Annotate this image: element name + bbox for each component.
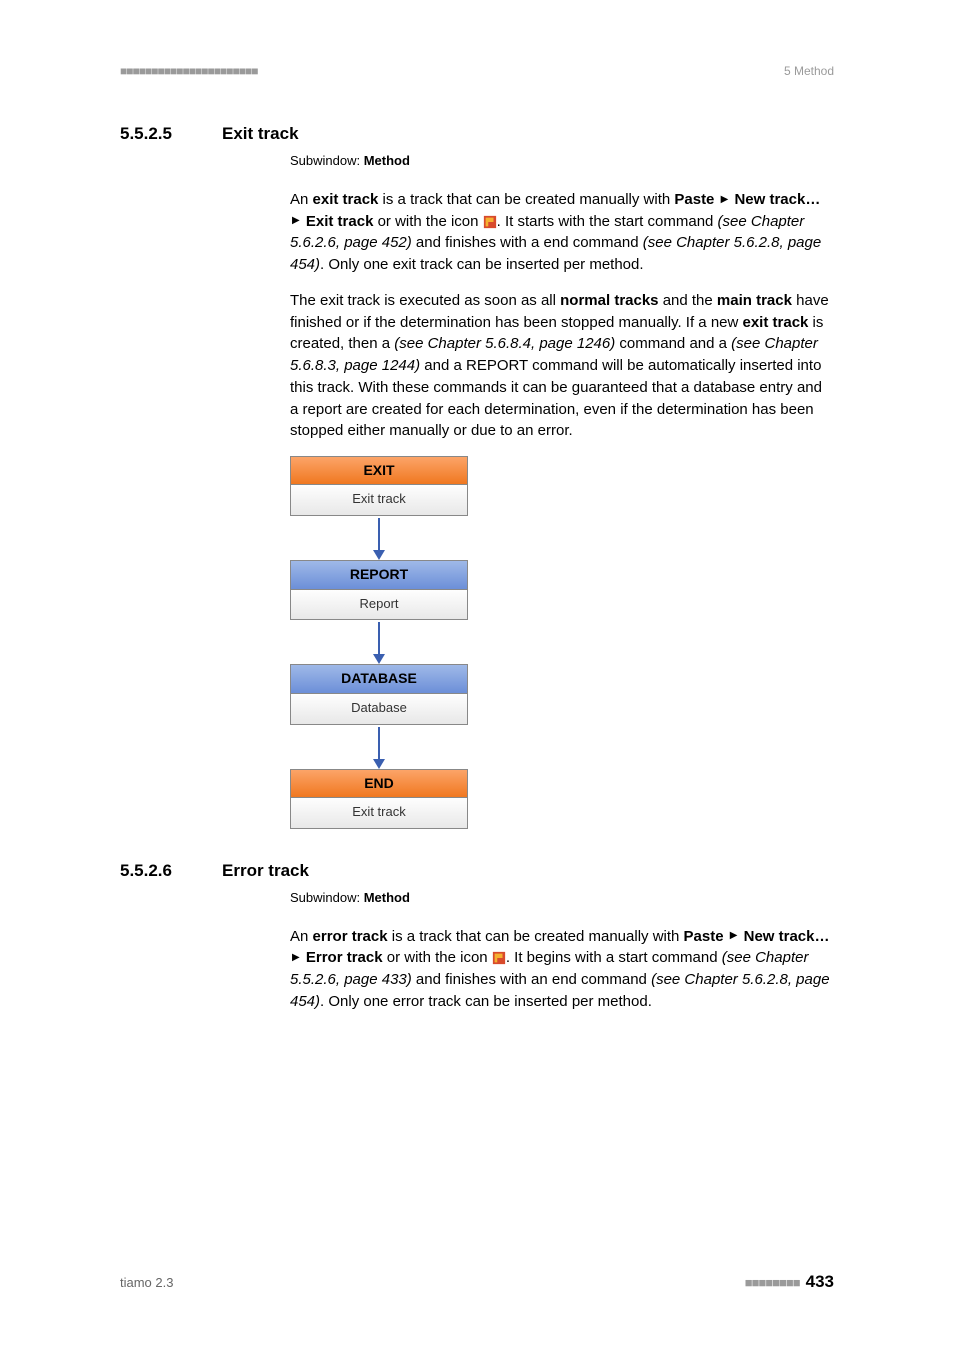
footer-dots: ■■■■■■■■ [745,1275,800,1290]
subwindow-val-b: Method [364,890,410,905]
subwindow-prefix-b: Subwindow: [290,890,364,905]
section-num-a: 5.5.2.5 [120,124,222,144]
text: and the [659,292,717,309]
text-bold: Paste [674,191,714,208]
subwindow-b: Subwindow: Method [290,889,834,908]
error-track-icon [492,951,506,965]
flow-head: EXIT [291,457,467,485]
subwindow-val-a: Method [364,153,410,168]
text: . It starts with the start command [497,213,718,230]
flow-body: Report [291,590,467,620]
flow-head: DATABASE [291,665,467,693]
chevron-right-icon: ▶ [721,193,729,208]
text-bold: exit track [743,314,809,331]
text: . It begins with a start command [506,949,722,966]
flow-box-end: END Exit track [290,769,468,829]
section-title-b: Error track [222,861,309,881]
flow-head: END [291,770,467,798]
flow-head: REPORT [291,561,467,589]
text: command and a [615,335,731,352]
text-bold: Exit track [306,213,374,230]
section-title-a: Exit track [222,124,299,144]
flow-body: Exit track [291,485,467,515]
text-bold: exit track [313,191,379,208]
flow-body: Exit track [291,798,467,828]
page-footer: tiamo 2.3 ■■■■■■■■ 433 [120,1272,834,1292]
text: and finishes with a end command [412,234,643,251]
flow-box-report: REPORT Report [290,560,468,620]
text-bold: main track [717,292,792,309]
exit-track-icon [483,215,497,229]
text: . Only one error track can be inserted p… [320,993,652,1010]
subwindow-prefix-a: Subwindow: [290,153,364,168]
flow-arrow [290,516,468,560]
text: or with the icon [383,949,492,966]
text: is a track that can be created manually … [388,928,684,945]
text: An [290,191,313,208]
chevron-right-icon: ▶ [292,951,300,966]
flow-arrow [290,725,468,769]
section-error-track: 5.5.2.6 Error track [120,861,834,881]
subwindow-a: Subwindow: Method [290,152,834,171]
text-bold: error track [313,928,388,945]
section-num-b: 5.5.2.6 [120,861,222,881]
flow-arrow [290,620,468,664]
text: The exit track is executed as soon as al… [290,292,560,309]
flow-box-database: DATABASE Database [290,664,468,724]
section-exit-track: 5.5.2.5 Exit track [120,124,834,144]
text-ref: (see Chapter 5.6.8.4, page 1246) [394,335,615,352]
body-col-a: Subwindow: Method An exit track is a tra… [290,152,834,829]
text: An [290,928,313,945]
text: or with the icon [373,213,482,230]
text: and finishes with an end command [412,971,651,988]
page-number: 433 [806,1272,834,1291]
text-bold: New track… [744,928,830,945]
text-bold: New track… [734,191,820,208]
text-bold: Paste [684,928,724,945]
body-col-b: Subwindow: Method An error track is a tr… [290,889,834,1013]
text: . Only one exit track can be inserted pe… [320,256,644,273]
exit-track-flow-diagram: EXIT Exit track REPORT Report DATABASE D… [290,456,834,829]
text-bold: Error track [306,949,383,966]
para-1: An exit track is a track that can be cre… [290,189,834,276]
flow-body: Database [291,694,467,724]
header-dots: ■■■■■■■■■■■■■■■■■■■■■■ [120,64,257,78]
header-chapter: 5 Method [784,64,834,78]
para-2: The exit track is executed as soon as al… [290,290,834,442]
footer-right: ■■■■■■■■ 433 [745,1272,834,1292]
page-header: ■■■■■■■■■■■■■■■■■■■■■■ 5 Method [120,64,834,78]
chevron-right-icon: ▶ [292,214,300,229]
flow-box-exit: EXIT Exit track [290,456,468,516]
text: is a track that can be created manually … [378,191,674,208]
text-bold: normal tracks [560,292,658,309]
footer-left: tiamo 2.3 [120,1275,173,1290]
chevron-right-icon: ▶ [730,929,738,944]
para-3: An error track is a track that can be cr… [290,926,834,1013]
